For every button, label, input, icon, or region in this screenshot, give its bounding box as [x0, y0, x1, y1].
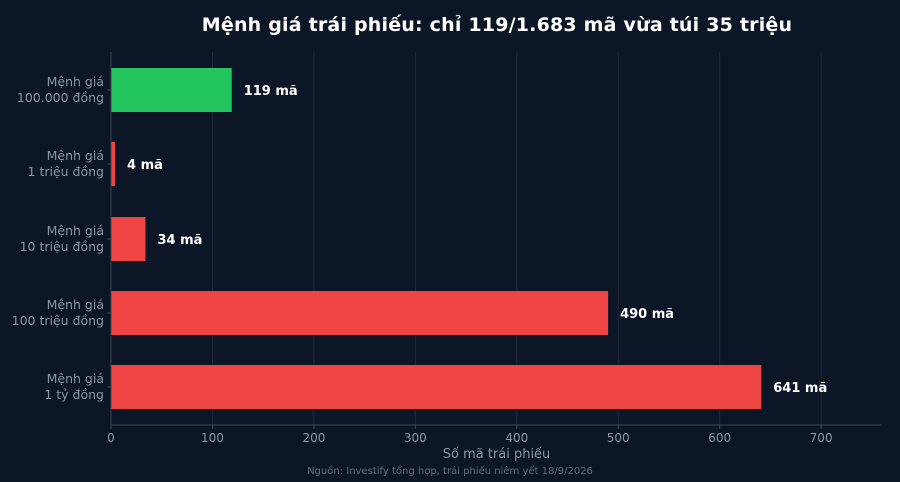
bar — [111, 291, 609, 335]
data-label: 119 mã — [244, 84, 298, 99]
bar — [111, 142, 116, 186]
source-note: Nguồn: Investify tổng hợp, trái phiếu ni… — [307, 466, 593, 477]
y-tick-label-line: 1 triệu đồng — [28, 164, 104, 179]
bar — [111, 365, 762, 409]
data-label: 490 mã — [620, 307, 674, 322]
data-label: 641 mã — [773, 381, 827, 396]
x-tick-label: 100 — [201, 431, 224, 445]
y-tick-label: Mệnh giá 1 tỷ đồng — [44, 371, 104, 402]
y-tick-label: Mệnh giá 100 triệu đồng — [12, 297, 104, 328]
y-tick-label-line: Mệnh giá — [47, 223, 104, 238]
data-label: 34 mã — [157, 233, 202, 248]
y-tick-label-line: Mệnh giá — [47, 148, 104, 163]
x-tick-label: 300 — [404, 431, 427, 445]
data-label: 4 mã — [127, 158, 163, 173]
x-tick-label: 500 — [607, 431, 630, 445]
x-tick-label: 700 — [810, 431, 833, 445]
x-tick-label: 400 — [505, 431, 528, 445]
x-axis-title: Số mã trái phiếu — [443, 447, 551, 462]
y-tick-label-line: Mệnh giá — [47, 74, 104, 89]
y-tick-label: Mệnh giá 1 triệu đồng — [28, 148, 104, 179]
y-tick-label-line: Mệnh giá — [47, 371, 104, 386]
bar — [111, 217, 146, 261]
y-tick-label-line: 100.000 đồng — [17, 90, 104, 105]
y-tick-label: Mệnh giá 100.000 đồng — [17, 74, 104, 105]
y-tick-label-line: 1 tỷ đồng — [44, 387, 104, 402]
y-tick-label-line: 100 triệu đồng — [12, 313, 104, 328]
x-tick-label: 200 — [302, 431, 325, 445]
y-tick-label-line: Mệnh giá — [47, 297, 104, 312]
y-tick-label-line: 10 triệu đồng — [20, 239, 104, 254]
bar — [111, 68, 232, 112]
x-tick-label: 0 — [107, 431, 115, 445]
x-tick-label: 600 — [708, 431, 731, 445]
y-tick-label: Mệnh giá 10 triệu đồng — [20, 223, 104, 254]
chart-title: Mệnh giá trái phiếu: chỉ 119/1.683 mã vừ… — [201, 14, 793, 36]
